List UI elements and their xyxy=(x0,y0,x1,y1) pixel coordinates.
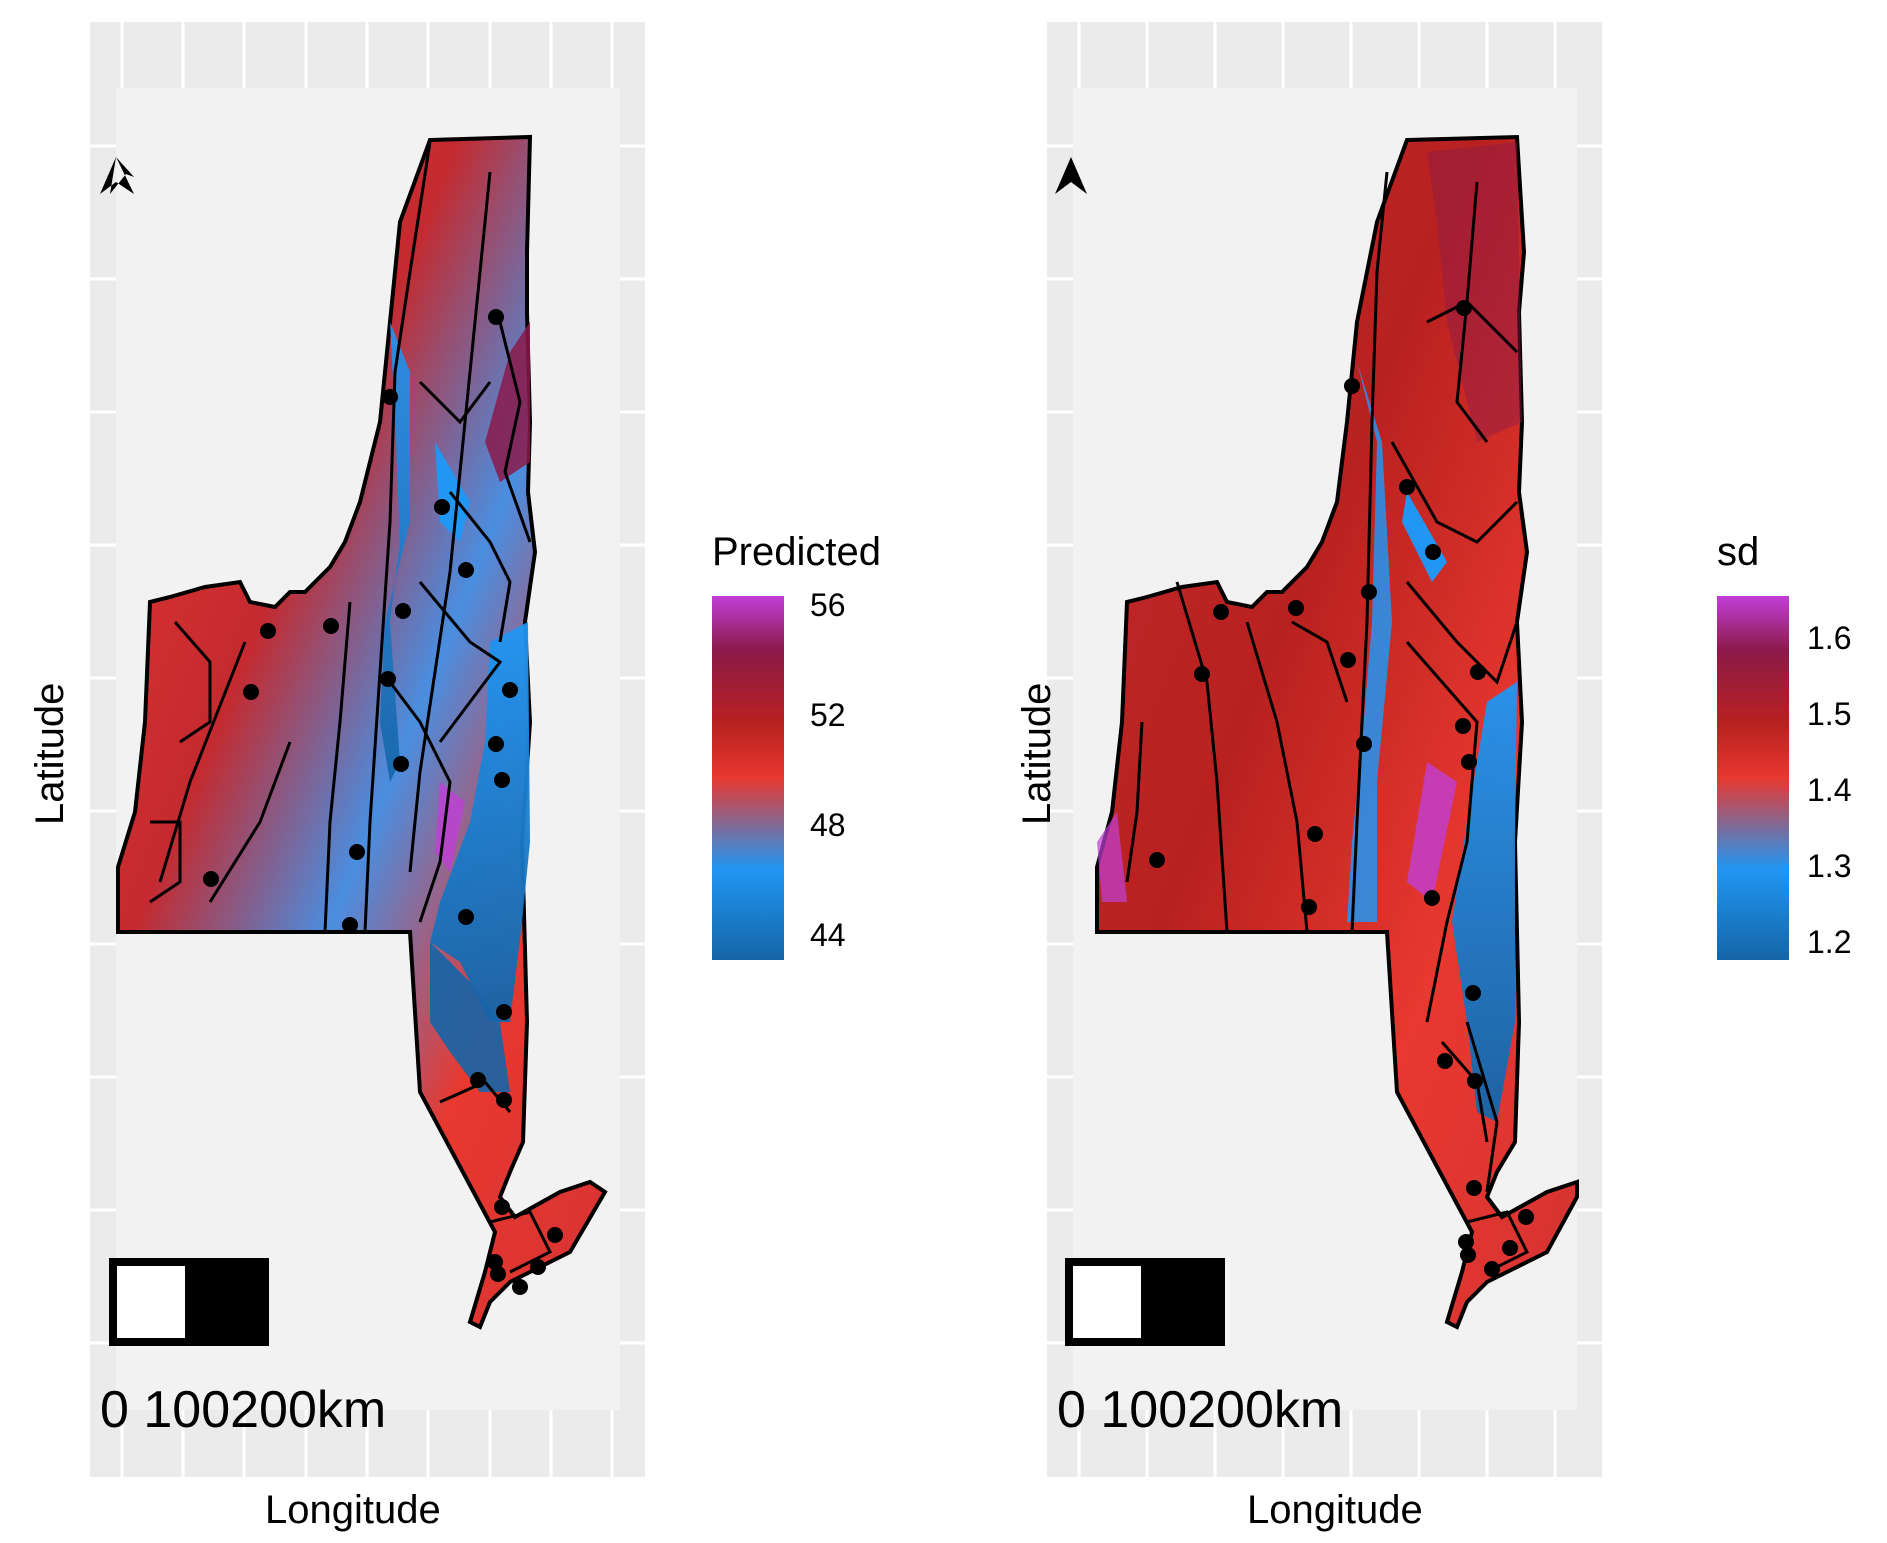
contour-zone xyxy=(430,942,510,1092)
legend-tick-label: 48 xyxy=(810,807,846,843)
legend-tick-label: 1.6 xyxy=(1807,620,1852,656)
x-axis-title: Longitude xyxy=(1247,1488,1423,1532)
contour-zone xyxy=(1097,812,1127,902)
scale-bar xyxy=(109,1258,269,1346)
legend-tick-label: 1.3 xyxy=(1807,848,1852,884)
legend-title: Predicted xyxy=(712,530,881,574)
contour-zone xyxy=(380,322,410,782)
legend-tick-label: 44 xyxy=(810,917,846,953)
legend-colorbar xyxy=(1717,596,1789,960)
contour-lines xyxy=(1125,171,1530,1274)
legend-title: sd xyxy=(1717,530,1760,574)
legend-tick-label: 52 xyxy=(810,697,846,733)
map-panel-predicted: 0 100200km Longitude Latitude Predicted … xyxy=(0,0,940,1543)
y-axis-title: Latitude xyxy=(28,682,72,825)
scale-bar xyxy=(1065,1258,1225,1346)
legend-tick-label: 1.5 xyxy=(1807,696,1852,732)
station-points xyxy=(1149,300,1534,1277)
contour-zone xyxy=(1427,142,1522,442)
legend-tick-label: 56 xyxy=(810,587,846,623)
contour-zone xyxy=(485,322,530,482)
north-arrow-icon xyxy=(1055,157,1087,194)
contour-zone xyxy=(1452,682,1517,1122)
x-axis-title: Longitude xyxy=(265,1488,441,1532)
map-canvas xyxy=(90,22,645,1477)
scale-bar-label: 0 100200km xyxy=(1057,1381,1344,1439)
contour-zone xyxy=(430,622,530,1022)
legend-tick-label: 1.2 xyxy=(1807,924,1852,960)
contour-lines xyxy=(149,141,553,1274)
scale-bar-label: 0 100200km xyxy=(100,1381,387,1439)
map-canvas xyxy=(1047,22,1602,1477)
legend-tick-label: 1.4 xyxy=(1807,772,1852,808)
state-outline xyxy=(1095,134,1579,1330)
y-axis-title: Latitude xyxy=(1015,682,1059,825)
north-arrow-icon xyxy=(100,157,134,194)
contour-zone xyxy=(1407,762,1457,902)
station-points xyxy=(203,309,563,1295)
legend-colorbar xyxy=(712,596,784,960)
map-panel-sd: 0 100200km Longitude Latitude sd 1.6 1.5… xyxy=(947,0,1887,1543)
contour-zone xyxy=(435,442,470,542)
